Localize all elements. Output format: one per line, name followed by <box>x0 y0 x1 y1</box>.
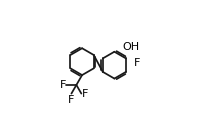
Text: F: F <box>60 80 66 90</box>
Text: F: F <box>68 95 75 105</box>
Text: OH: OH <box>123 42 140 52</box>
Text: F: F <box>82 89 88 99</box>
Text: F: F <box>134 58 141 68</box>
